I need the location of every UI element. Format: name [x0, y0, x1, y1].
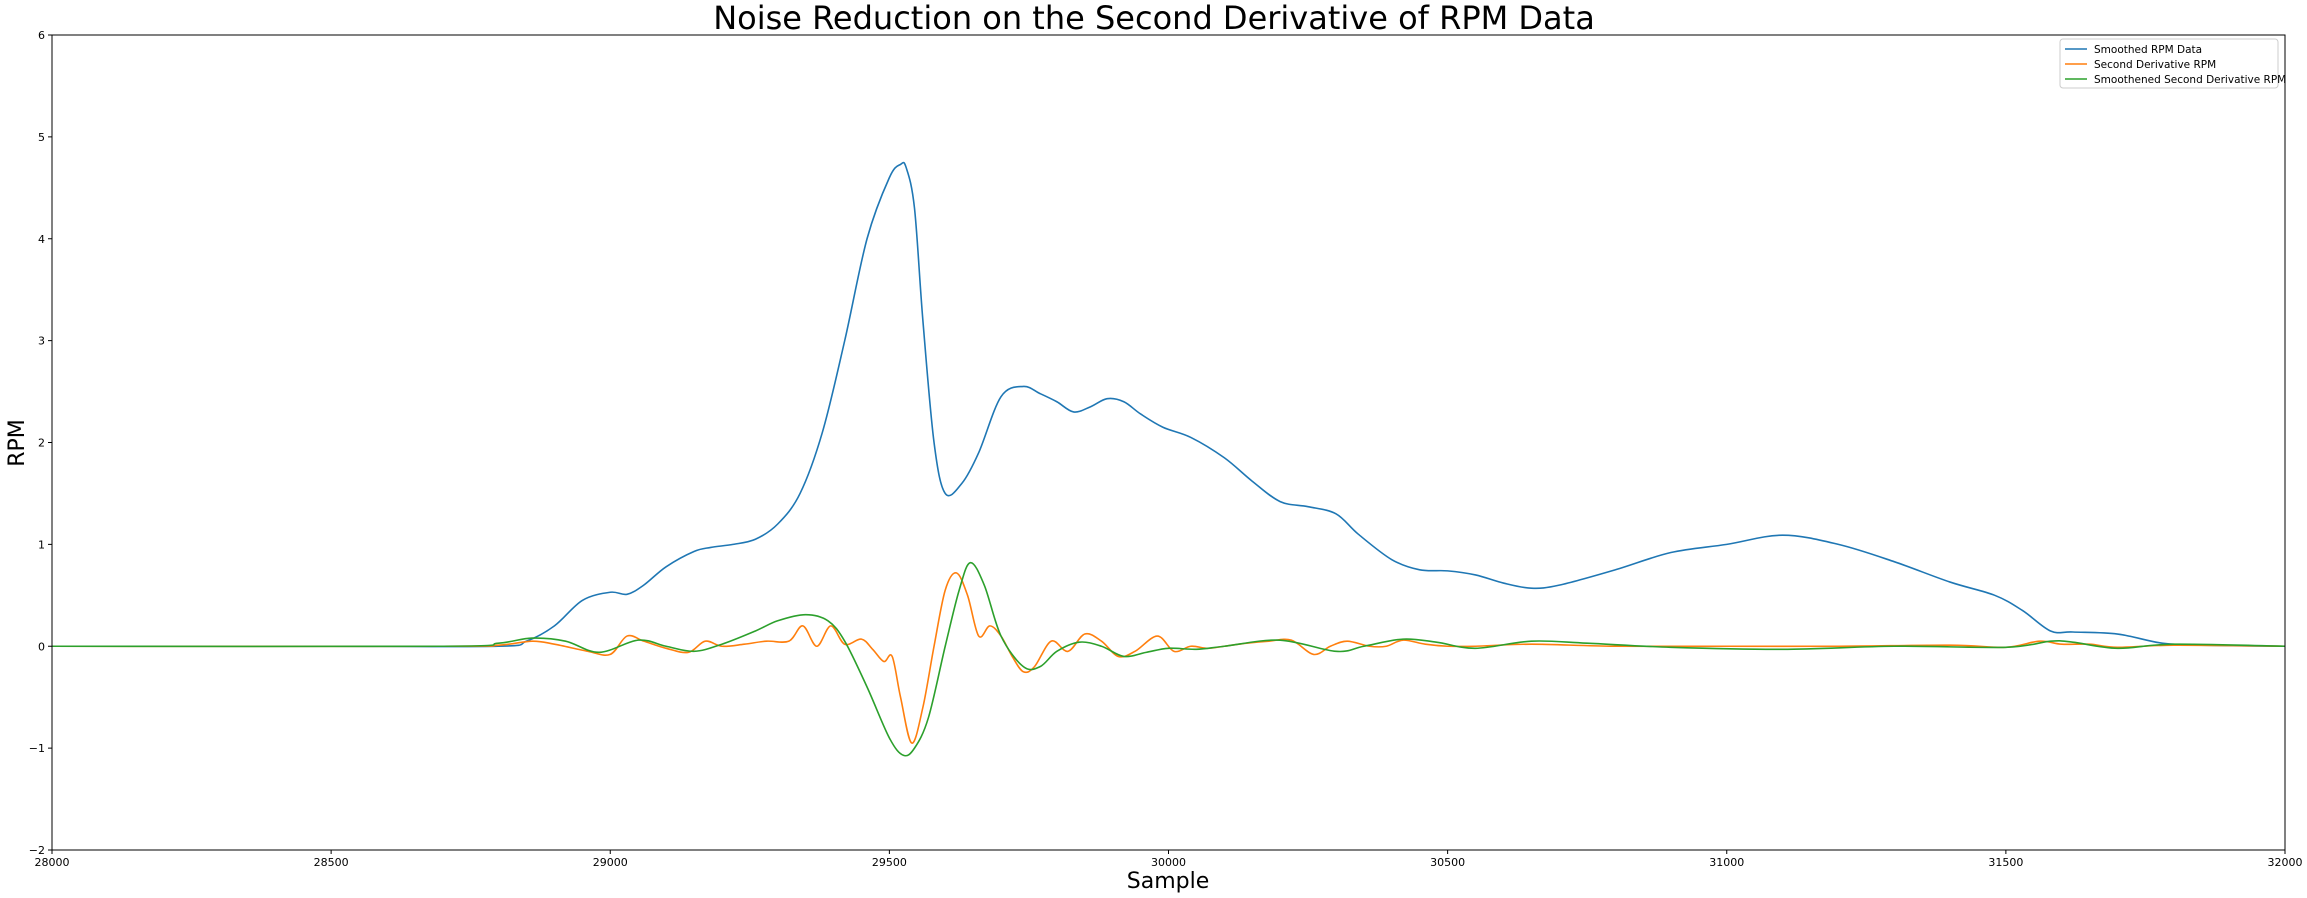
- legend-box: [2059, 38, 2279, 89]
- y-tick-label: −2: [29, 844, 45, 857]
- y-tick-label: 4: [38, 233, 45, 246]
- series-line-1: [51, 161, 2286, 648]
- series-line-3: [51, 561, 2286, 757]
- x-tick-label: 32000: [2268, 856, 2303, 869]
- y-tick-label: 5: [38, 131, 45, 144]
- x-axis-label: Sample: [1127, 869, 1210, 894]
- x-tick-label: 28000: [35, 856, 70, 869]
- x-tick-label: 29500: [872, 856, 907, 869]
- legend-label-1: Smoothed RPM Data: [2094, 44, 2202, 56]
- series-line-2: [51, 572, 2286, 744]
- x-tick-label: 31000: [1709, 856, 1744, 869]
- plot-frame: [51, 34, 2286, 851]
- x-axis: 28000 28500 29000 29500 30000 30500 31000 31500…: [35, 850, 2303, 869]
- x-tick-label: 29000: [593, 856, 628, 869]
- x-tick-label: 31500: [1988, 856, 2023, 869]
- y-axis: −2 −1 0 1 2 3 4 5 6: [29, 29, 52, 857]
- y-tick-label: 0: [38, 640, 45, 653]
- y-tick-label: −1: [29, 742, 45, 755]
- x-tick-label: 30000: [1151, 856, 1186, 869]
- legend: Smoothed RPM Data Second Derivative RPM Sm…: [2059, 38, 2286, 89]
- y-axis-label: RPM: [5, 419, 30, 467]
- y-tick-label: 1: [38, 538, 45, 551]
- y-tick-label: 6: [38, 29, 45, 42]
- x-tick-label: 28500: [314, 856, 349, 869]
- y-tick-label: 3: [38, 335, 45, 348]
- legend-label-2: Second Derivative RPM: [2094, 59, 2216, 71]
- plot-series-group: [51, 161, 2286, 757]
- y-tick-label: 2: [38, 437, 45, 450]
- chart-title: Noise Reduction on the Second Derivative…: [713, 0, 1595, 37]
- x-tick-label: 30500: [1430, 856, 1465, 869]
- legend-label-3: Smoothened Second Derivative RPM: [2094, 74, 2286, 86]
